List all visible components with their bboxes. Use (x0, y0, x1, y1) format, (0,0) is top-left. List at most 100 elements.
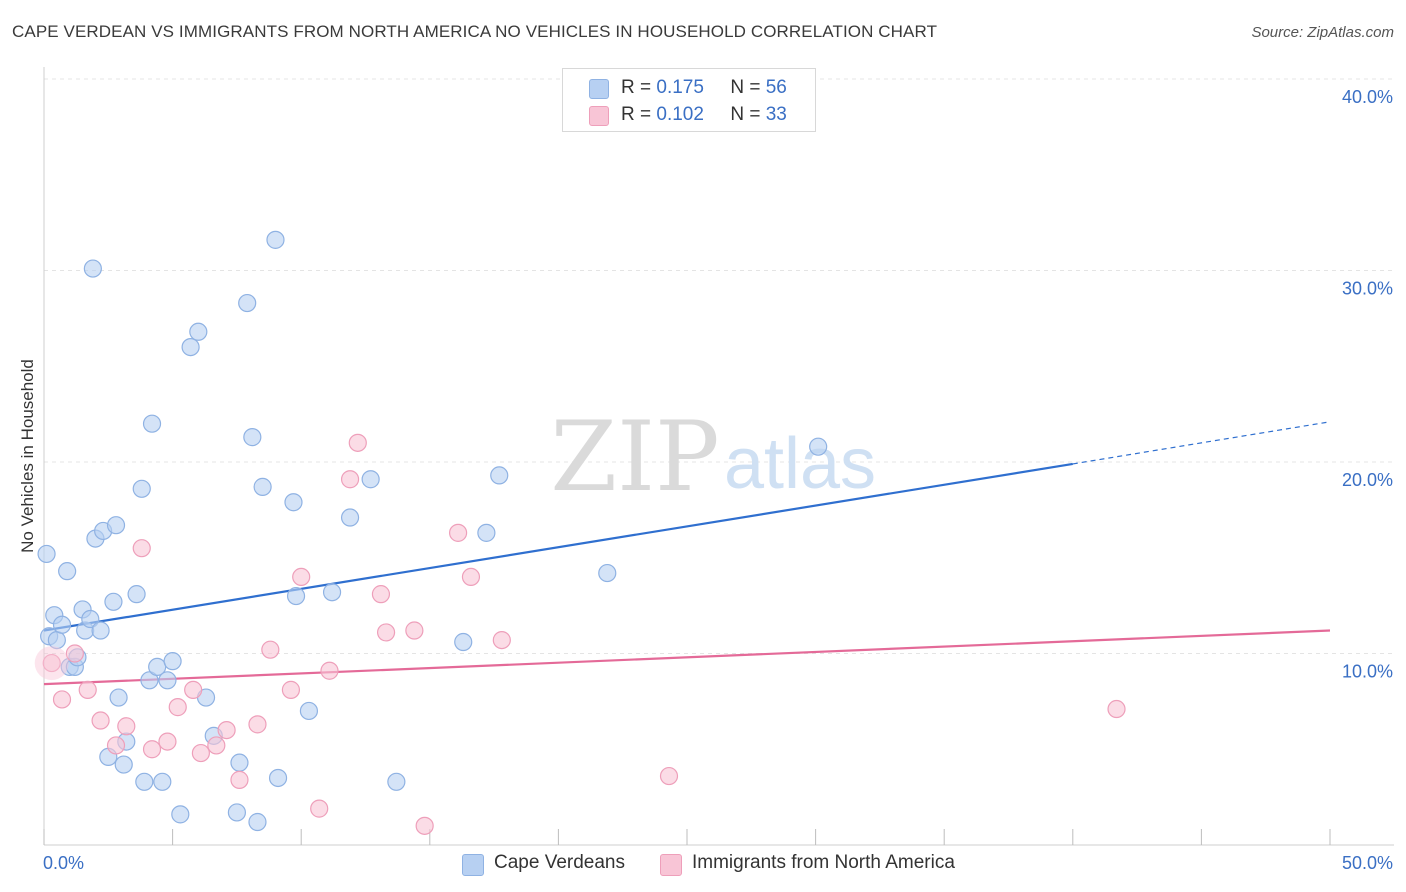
point-immigrant (310, 799, 329, 818)
watermark-atlas: atlas (724, 424, 876, 504)
point-immigrant (42, 653, 61, 673)
point-cape-verdean (227, 803, 246, 822)
point-cape-verdean (809, 437, 828, 456)
r-label: R = (621, 77, 652, 98)
point-cape-verdean (91, 621, 110, 640)
point-cape-verdean (490, 466, 509, 485)
point-immigrant (448, 523, 468, 542)
pink-swatch (589, 106, 609, 126)
point-cape-verdean (114, 755, 133, 774)
point-immigrant (371, 585, 391, 604)
trend-line-extension (1072, 421, 1331, 465)
point-immigrant (117, 717, 136, 736)
legend-label: Immigrants from North America (692, 852, 955, 873)
blue-swatch (589, 79, 609, 99)
chart-title: CAPE VERDEAN VS IMMIGRANTS FROM NORTH AM… (12, 22, 938, 41)
n-label: N = (730, 104, 761, 125)
point-immigrant (106, 736, 126, 755)
point-immigrant (1107, 699, 1126, 719)
point-cape-verdean (127, 585, 146, 604)
point-immigrant (158, 732, 177, 751)
point-immigrant (217, 720, 236, 740)
point-immigrant (142, 740, 162, 759)
blue-swatch (462, 854, 484, 876)
point-immigrant (281, 680, 301, 699)
point-immigrant (191, 743, 210, 763)
pink-swatch (660, 854, 682, 876)
point-immigrant (168, 698, 187, 717)
point-cape-verdean (153, 772, 172, 791)
point-immigrant (207, 736, 226, 755)
point-immigrant (492, 630, 511, 650)
point-cape-verdean (230, 753, 249, 772)
point-cape-verdean (387, 772, 406, 791)
point-cape-verdean (286, 586, 306, 606)
x-tick-label: 50.0% (1342, 853, 1393, 873)
point-cape-verdean (268, 768, 288, 788)
trend-line-immigrant (43, 629, 1331, 686)
point-immigrant (230, 770, 249, 789)
r-value: 0.102 (656, 104, 704, 125)
point-cape-verdean (477, 523, 496, 542)
point-cape-verdean (243, 428, 262, 447)
y-tick-label: 20.0% (1342, 470, 1393, 490)
point-cape-verdean (58, 562, 77, 581)
point-immigrant (376, 623, 396, 642)
point-cape-verdean (104, 592, 123, 611)
point-cape-verdean (340, 508, 360, 527)
point-cape-verdean (81, 609, 100, 629)
point-cape-verdean (253, 477, 272, 496)
point-immigrant (415, 816, 434, 835)
legend-label: Cape Verdeans (494, 852, 625, 873)
point-immigrant (248, 715, 267, 734)
point-immigrant (184, 680, 203, 699)
y-tick-label: 40.0% (1342, 87, 1393, 107)
point-immigrant (261, 640, 280, 659)
point-cape-verdean (52, 615, 72, 634)
n-value: 56 (765, 77, 787, 98)
point-cape-verdean (299, 701, 319, 721)
point-cape-verdean (109, 688, 128, 707)
watermark-zip: ZIP (550, 401, 719, 513)
point-cape-verdean (171, 805, 190, 824)
point-immigrant (659, 766, 679, 786)
point-cape-verdean (284, 493, 303, 512)
n-value: 33 (765, 104, 787, 125)
point-cape-verdean (248, 812, 267, 832)
y-axis-label: No Vehicles in Household (18, 359, 37, 553)
point-cape-verdean (598, 563, 617, 583)
point-cape-verdean (135, 772, 154, 791)
y-tick-label: 30.0% (1342, 279, 1393, 299)
point-cape-verdean (142, 414, 162, 433)
point-immigrant (461, 567, 481, 587)
point-immigrant (348, 433, 367, 452)
point-cape-verdean (37, 544, 56, 564)
point-cape-verdean (189, 322, 208, 341)
point-cape-verdean (47, 630, 66, 650)
point-cape-verdean (454, 632, 473, 652)
point-cape-verdean (140, 671, 159, 690)
point-cape-verdean (322, 583, 342, 602)
trend-line-cape-verdean (43, 462, 1073, 632)
grid-lines (44, 78, 1394, 654)
point-immigrant (78, 680, 97, 699)
point-cape-verdean (181, 338, 200, 357)
point-cape-verdean (266, 230, 285, 249)
point-immigrant-cluster (34, 646, 69, 681)
point-cape-verdean (158, 671, 177, 690)
r-value: 0.175 (656, 77, 704, 98)
data-points (34, 230, 1126, 835)
point-immigrant (320, 661, 339, 680)
correlation-legend: R = 0.175 N = 56 R = 0.102 N = 33 (562, 68, 816, 132)
point-immigrant (91, 711, 110, 730)
point-cape-verdean (361, 470, 380, 489)
source-label: Source: ZipAtlas.com (1251, 24, 1394, 41)
n-label: N = (730, 77, 761, 98)
point-cape-verdean (106, 516, 126, 535)
point-immigrant (340, 470, 360, 489)
watermark: ZIP atlas (550, 401, 876, 513)
point-cape-verdean (163, 652, 182, 671)
y-tick-label: 10.0% (1342, 662, 1393, 682)
point-immigrant (292, 567, 311, 587)
